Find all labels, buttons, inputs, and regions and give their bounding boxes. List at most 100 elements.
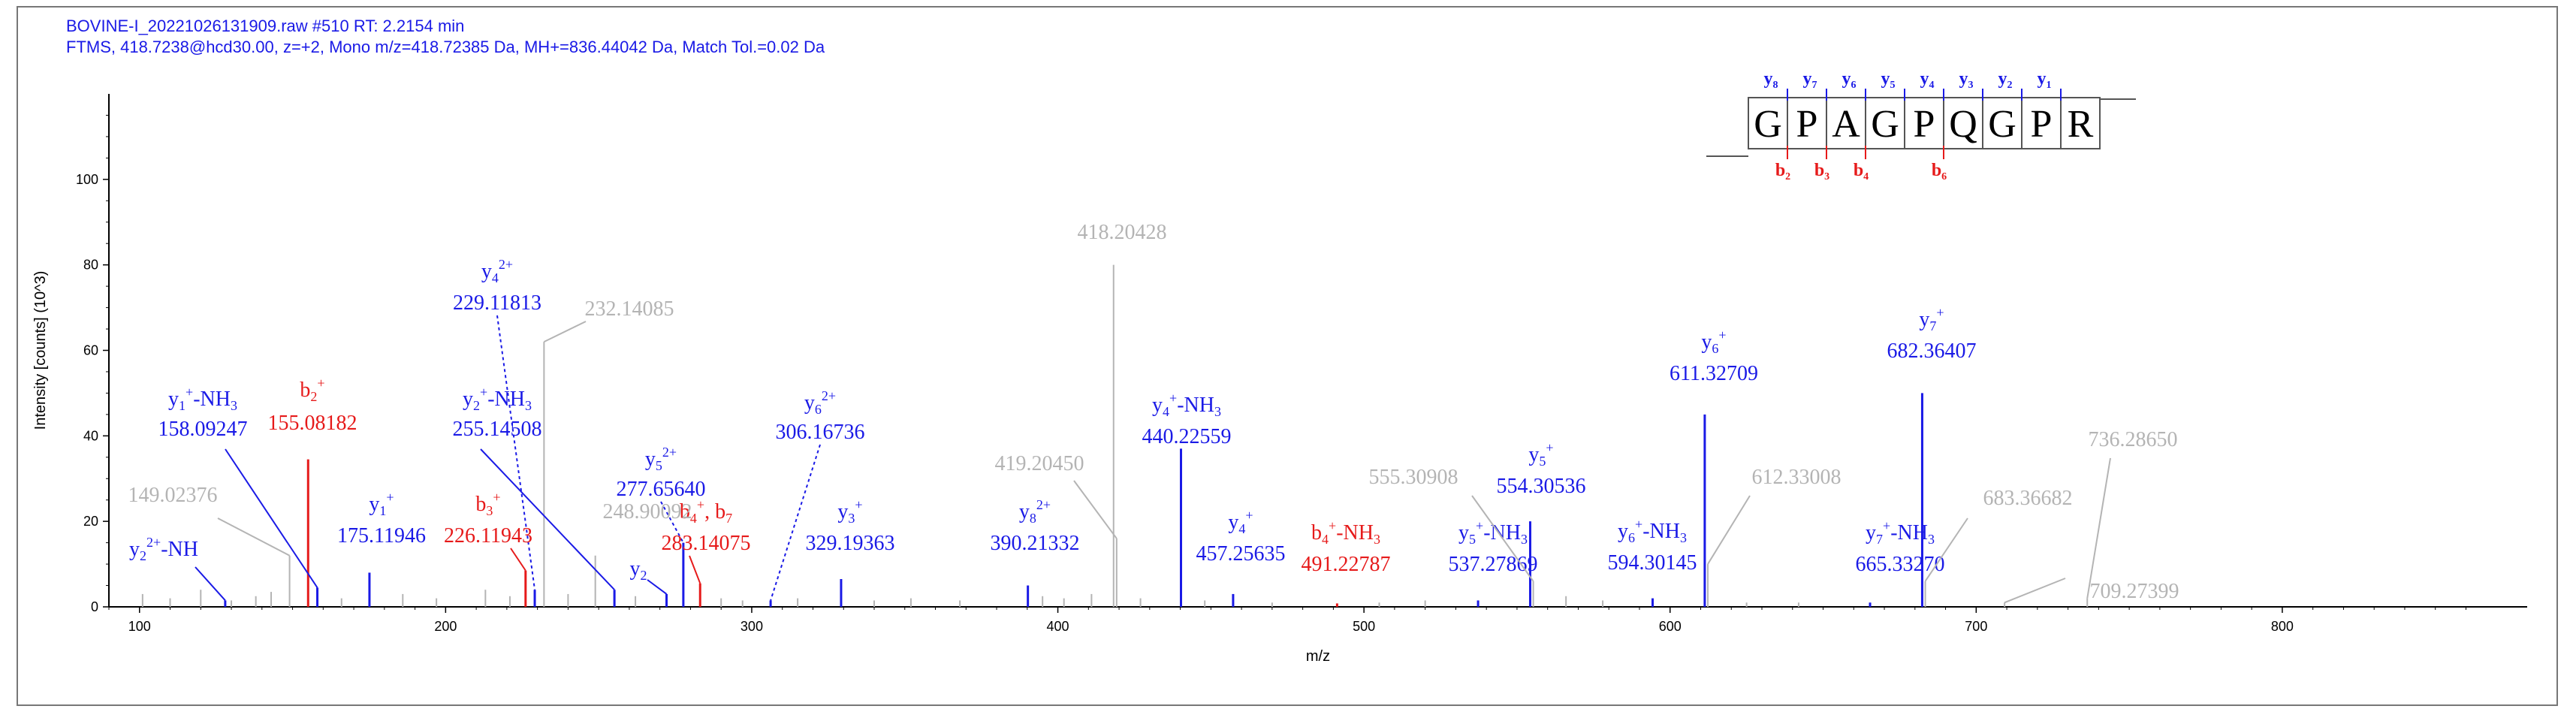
ion-label: b2+ <box>300 376 324 404</box>
ion-label: y6+ <box>1701 327 1726 356</box>
annotation-leader-line <box>689 555 701 584</box>
annotation-leader-line <box>1073 480 1118 539</box>
ion-label: y4+-NH3 <box>1152 391 1221 419</box>
unmatched-mz-label: 418.20428 <box>1078 221 1167 244</box>
annotation-leader-line <box>217 517 291 557</box>
ion-label: y6+-NH3 <box>1618 517 1687 545</box>
ion-mz-label: 537.27869 <box>1449 553 1538 576</box>
y-cleavage-label: y1 <box>2038 69 2052 91</box>
annotation-leader-line <box>510 548 526 572</box>
ion-mz-label: 229.11813 <box>453 291 541 315</box>
ion-label: y22+-NH <box>129 535 198 563</box>
x-tick-label: 100 <box>128 619 151 634</box>
ion-mz-label: 457.25635 <box>1196 542 1286 566</box>
ion-mz-label: 665.33270 <box>1856 553 1945 576</box>
ion-label: b3+ <box>475 490 500 518</box>
ion-label: y5+ <box>1528 440 1553 469</box>
x-tick-label: 600 <box>1659 619 1682 634</box>
unmatched-mz-label: 709.27399 <box>2090 580 2179 603</box>
ion-label: y62+ <box>804 388 836 417</box>
x-tick-label: 500 <box>1353 619 1375 634</box>
spectrum-frame: BOVINE-I_20221026131909.raw #510 RT: 2.2… <box>17 6 2558 706</box>
ion-mz-label: 158.09247 <box>158 418 248 441</box>
unmatched-mz-label: 683.36682 <box>1983 487 2073 510</box>
residue-letter: P <box>1914 103 1935 146</box>
ion-label: y4+ <box>1228 508 1253 536</box>
annotation-leader-line <box>2086 457 2111 599</box>
annotation-leader-line <box>496 315 536 590</box>
ion-mz-label: 491.22787 <box>1302 553 1391 576</box>
residue-letter: A <box>1832 103 1860 146</box>
ion-label: y7+-NH3 <box>1866 518 1935 547</box>
ion-label: y82+ <box>1019 497 1051 526</box>
y-tick-label: 60 <box>83 343 98 358</box>
b-cleavage-label: b3 <box>1814 161 1829 183</box>
annotation-leader-line <box>660 501 684 544</box>
residue-letter: P <box>2031 103 2053 146</box>
b-cleavage-label: b6 <box>1932 161 1947 183</box>
y-cleavage-label: y5 <box>1881 69 1896 91</box>
chart-peaks <box>141 264 2089 607</box>
unmatched-mz-label: 248.90092 <box>603 500 692 523</box>
ion-label: y42+ <box>481 257 513 285</box>
b-cleavage-label: b4 <box>1854 161 1869 183</box>
annotation-leader-line <box>195 566 226 602</box>
ion-mz-label: 329.19363 <box>806 532 895 555</box>
ion-mz-label: 682.36407 <box>1887 339 1977 363</box>
ion-mz-label: 175.11946 <box>337 524 426 548</box>
residue-letter: G <box>1754 103 1782 146</box>
ion-mz-label: 306.16736 <box>776 421 865 444</box>
residue-box <box>1982 97 2022 149</box>
y-cleavage-label: y7 <box>1803 69 1817 91</box>
residue-box <box>1826 97 1866 149</box>
y-cleavage-label: y8 <box>1764 69 1778 91</box>
y-cleavage-label: y3 <box>1959 69 1974 91</box>
ion-label: y2+-NH3 <box>463 385 532 413</box>
ion-mz-label: 226.11943 <box>444 524 532 548</box>
residue-letter: R <box>2068 103 2094 146</box>
ion-mz-label: 594.30145 <box>1608 551 1697 575</box>
ion-label: y1+ <box>369 490 394 518</box>
annotation-leader-line <box>225 448 318 588</box>
ion-label: b4+, b7 <box>680 497 732 526</box>
annotation-leader-line <box>480 448 615 590</box>
scan-header-line2: FTMS, 418.7238@hcd30.00, z=+2, Mono m/z=… <box>66 38 825 56</box>
y-cleavage-label: y4 <box>1920 69 1935 91</box>
y-tick-label: 20 <box>83 514 98 529</box>
unmatched-mz-label: 149.02376 <box>128 484 218 507</box>
unmatched-mz-label: 419.20450 <box>995 452 1084 475</box>
y-cleavage-label: y6 <box>1842 69 1857 91</box>
x-tick-label: 300 <box>741 619 763 634</box>
ion-mz-label: 390.21332 <box>991 532 1080 555</box>
x-tick-label: 800 <box>2271 619 2294 634</box>
y-cleavage-label: y2 <box>1998 69 2013 91</box>
ion-label: y5+-NH3 <box>1458 518 1528 547</box>
ion-label: y2 <box>630 557 647 583</box>
residue-letter: G <box>1871 103 1899 146</box>
y-tick-label: 40 <box>83 428 98 443</box>
ion-label: y7+ <box>1919 305 1944 333</box>
x-tick-label: 700 <box>1965 619 1987 634</box>
annotation-leader-line <box>1924 517 1968 582</box>
x-tick-label: 200 <box>434 619 457 634</box>
ion-label: y52+ <box>645 445 677 473</box>
annotation-leader-line <box>543 321 587 343</box>
chart-labels: y1+-NH3 158.09247 b2+ 155.08182 y1+ 175.11946… <box>128 221 2179 604</box>
x-axis-title: m/z <box>1306 648 1330 665</box>
ion-mz-label: 554.30536 <box>1497 475 1586 498</box>
annotation-leader-line <box>1707 495 1751 565</box>
ion-mz-label: 440.22559 <box>1142 425 1232 448</box>
unmatched-mz-label: 232.14085 <box>585 297 674 321</box>
y-axis-title: Intensity [counts] (10^3) <box>32 271 49 430</box>
chart-axes: 100 200 300 400 500 600 700 800 0 20 40 60 80 100 m/z I… <box>32 94 2527 665</box>
ion-mz-label: 283.14075 <box>662 532 751 555</box>
unmatched-mz-label: 555.30908 <box>1369 466 1458 489</box>
annotation-leader-line <box>1471 495 1534 582</box>
residue-letter: G <box>1988 103 2016 146</box>
y-tick-label: 0 <box>91 599 98 614</box>
ion-label: b4+-NH3 <box>1311 518 1380 547</box>
y-tick-label: 100 <box>76 172 98 187</box>
ion-label: y3+ <box>837 497 862 526</box>
x-tick-label: 400 <box>1047 619 1069 634</box>
